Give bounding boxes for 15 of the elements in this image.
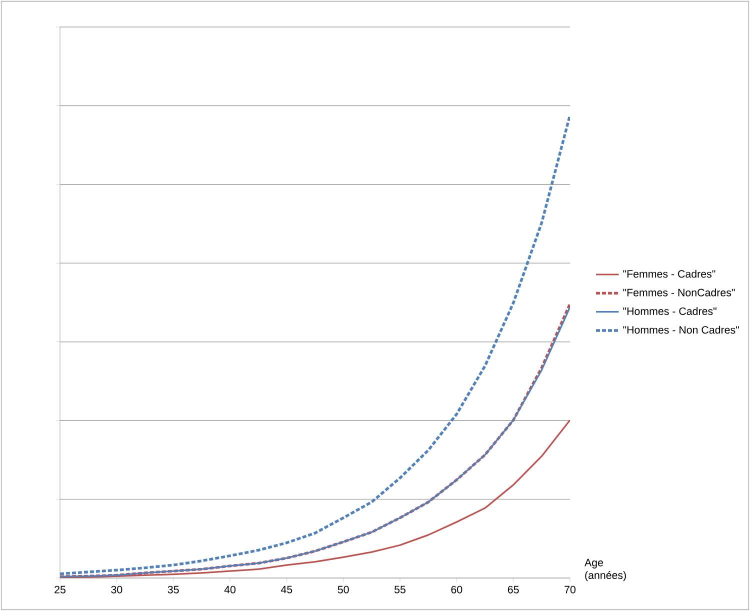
x-tick-label: 65 [508, 586, 519, 594]
x-tick-label: 55 [394, 586, 406, 594]
x-axis-title: Age (années) [584, 558, 626, 582]
legend-label: "Femmes - Cadres" [623, 270, 716, 278]
legend-label: "Hommes - Cadres" [623, 307, 716, 315]
x-tick-label: 50 [338, 586, 349, 594]
x-tick-label: 30 [111, 586, 122, 594]
x-tick-label: 70 [564, 586, 576, 594]
x-tick-label: 40 [224, 586, 236, 594]
legend-label: "Femmes - NonCadres" [623, 288, 735, 296]
x-tick-label: 45 [280, 586, 292, 594]
legend-label: "Hommes - Non Cadres" [623, 326, 739, 334]
x-tick-label: 35 [168, 586, 179, 594]
x-tick-label: 25 [54, 586, 66, 594]
x-tick-label: 60 [451, 586, 462, 594]
